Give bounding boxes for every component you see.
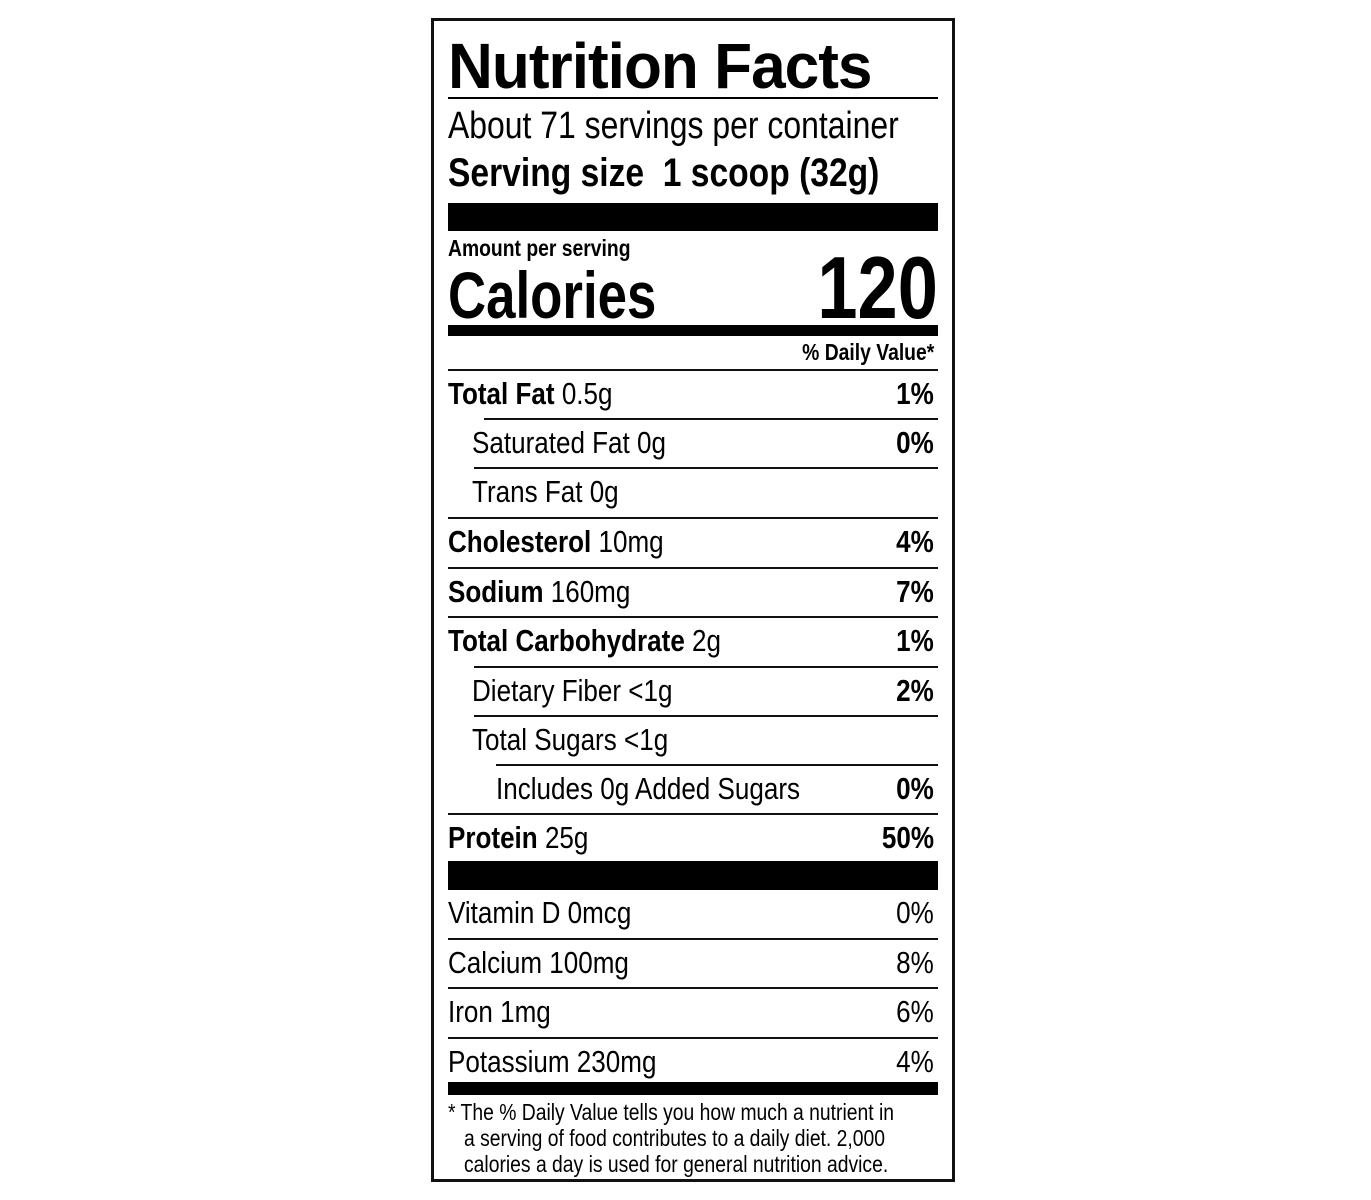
nutrition-facts-label: Nutrition Facts About 71 servings per co… (431, 18, 955, 1182)
serving-size-label: Serving size (448, 151, 645, 195)
nutrient-name: Dietary Fiber (472, 673, 622, 708)
vitamin-row-calcium: Calcium 100mg 8% (448, 938, 938, 989)
calories-number: 120 (817, 238, 938, 337)
nutrient-amount: 0g (637, 425, 667, 460)
nutrient-dv: 0% (896, 425, 934, 460)
daily-value-header: % Daily Value* (777, 339, 934, 366)
thick-bar (448, 861, 938, 890)
serving-size: Serving size 1 scoop (32g) (448, 151, 962, 196)
nutrient-dv: 1% (896, 623, 934, 658)
nutrient-row-total-fat: Total Fat 0.5g 1% (448, 369, 938, 420)
nutrient-row-sodium: Sodium 160mg 7% (448, 567, 938, 618)
vitamin-dv: 4% (896, 1044, 934, 1079)
nutrient-row-dietary-fiber: Dietary Fiber <1g 2% (472, 666, 938, 717)
nutrient-name: Total Sugars (472, 722, 617, 757)
vitamin-text: Vitamin D 0mcg (448, 895, 632, 930)
vitamin-text: Iron 1mg (448, 994, 551, 1029)
nutrient-amount: 0g (589, 474, 619, 509)
nutrient-name: Total Carbohydrate (448, 623, 685, 658)
amount-per-serving: Amount per serving (448, 235, 665, 262)
vitamin-text: Calcium 100mg (448, 945, 629, 980)
nutrient-row-cholesterol: Cholesterol 10mg 4% (448, 517, 938, 568)
label-title: Nutrition Facts (448, 29, 885, 103)
servings-text: About 71 servings per container (448, 105, 899, 147)
nutrient-amount: <1g (628, 673, 673, 708)
footnote-line: calories a day is used for general nutri… (464, 1151, 889, 1177)
nutrient-dv: 4% (896, 524, 934, 559)
calories-label: Calories (448, 257, 708, 333)
vitamin-row-potassium: Potassium 230mg 4% (448, 1037, 938, 1088)
thick-bar (448, 203, 938, 231)
nutrient-row-total-sugars: Total Sugars <1g (472, 715, 938, 766)
nutrient-amount: 0.5g (561, 376, 613, 411)
nutrient-amount: 160mg (550, 574, 631, 609)
nutrient-name: Protein (448, 820, 538, 855)
nutrient-row-saturated-fat: Saturated Fat 0g 0% (472, 418, 938, 469)
vitamin-row-vitamin-d: Vitamin D 0mcg 0% (448, 890, 938, 939)
nutrient-dv: 0% (896, 771, 934, 806)
nutrient-dv: 2% (896, 673, 934, 708)
nutrient-amount: 25g (544, 820, 589, 855)
footnote-line: a serving of food contributes to a daily… (464, 1125, 886, 1151)
calories-text: Calories (448, 258, 657, 332)
vitamin-dv: 0% (896, 895, 934, 930)
nutrient-name: Saturated Fat (472, 425, 630, 460)
nutrient-name: Trans Fat (472, 474, 583, 509)
nutrient-dv: 50% (881, 820, 934, 855)
footnote: * The % Daily Value tells you how much a… (448, 1099, 938, 1177)
servings-per-container: About 71 servings per container (448, 105, 985, 148)
nutrient-row-trans-fat: Trans Fat 0g (472, 467, 938, 518)
nutrient-name: Sodium (448, 574, 544, 609)
footnote-line: * The % Daily Value tells you how much a… (448, 1099, 895, 1125)
vitamin-row-iron: Iron 1mg 6% (448, 987, 938, 1038)
nutrient-amount: 2g (692, 623, 722, 658)
dv-header-text: % Daily Value* (801, 339, 934, 365)
nutrient-row-protein: Protein 25g 50% (448, 813, 938, 864)
vitamin-dv: 8% (896, 945, 934, 980)
divider (448, 97, 938, 99)
title-text: Nutrition Facts (448, 30, 872, 102)
vitamin-dv: 6% (896, 994, 934, 1029)
nutrient-amount: 10mg (598, 524, 664, 559)
amount-text: Amount per serving (448, 235, 631, 261)
medium-bar (448, 1082, 938, 1095)
nutrient-name: Total Fat (448, 376, 555, 411)
nutrient-dv: 7% (896, 574, 934, 609)
nutrient-amount: <1g (624, 722, 669, 757)
nutrient-row-added-sugars: Includes 0g Added Sugars 0% (496, 764, 938, 815)
calories-value: 120 (791, 237, 938, 339)
nutrient-name: Includes 0g Added Sugars (496, 771, 801, 806)
medium-bar (448, 325, 938, 336)
nutrient-name: Cholesterol (448, 524, 592, 559)
nutrient-dv: 1% (896, 376, 934, 411)
nutrient-row-total-carbohydrate: Total Carbohydrate 2g 1% (448, 616, 938, 667)
serving-size-value: 1 scoop (32g) (662, 151, 880, 195)
vitamin-text: Potassium 230mg (448, 1044, 657, 1079)
